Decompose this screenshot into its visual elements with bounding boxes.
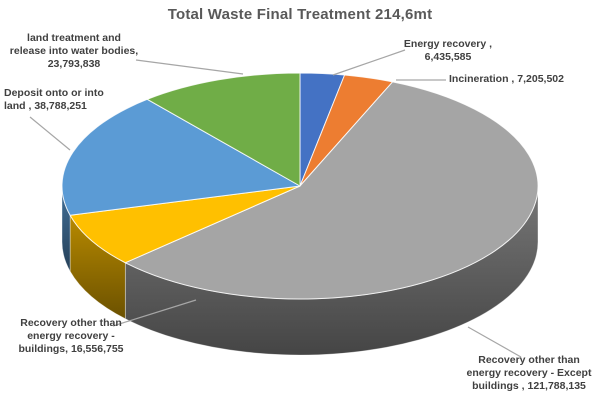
slice-land-treatment-and-release-into-water-bodies (146, 72, 301, 187)
leader-line-recovery-other-than-energy-recovery-except-buildings (467, 326, 522, 358)
data-label-energy-recovery: Energy recovery , 6,435,585 (403, 38, 493, 63)
data-label-recovery-other-than-energy-recovery-except-buildings: Recovery other than energy recovery - Ex… (466, 354, 592, 392)
slice-recovery-other-than-energy-recovery-except-buildings (124, 81, 539, 300)
leader-line-recovery-other-than-energy-recovery-buildings (112, 299, 197, 327)
slice-deposit-onto-or-into-land (61, 98, 301, 216)
chart-title: Total Waste Final Treatment 214,6mt (167, 6, 433, 23)
data-label-recovery-other-than-energy-recovery-buildings: Recovery other than energy recovery - bu… (18, 317, 124, 355)
leader-line-land-treatment-and-release-into-water-bodies (135, 59, 244, 75)
leader-line-energy-recovery (332, 49, 406, 76)
slice-recovery-other-than-energy-recovery-buildings (69, 185, 301, 264)
data-label-land-treatment-and-release-into-water-bodies: land treatment and release into water bo… (9, 32, 139, 70)
data-label-deposit-onto-or-into-land: Deposit onto or into land , 38,788,251 (4, 87, 104, 112)
leader-line-deposit-onto-or-into-land (29, 116, 71, 151)
data-label-incineration: Incineration , 7,205,502 (449, 73, 564, 85)
